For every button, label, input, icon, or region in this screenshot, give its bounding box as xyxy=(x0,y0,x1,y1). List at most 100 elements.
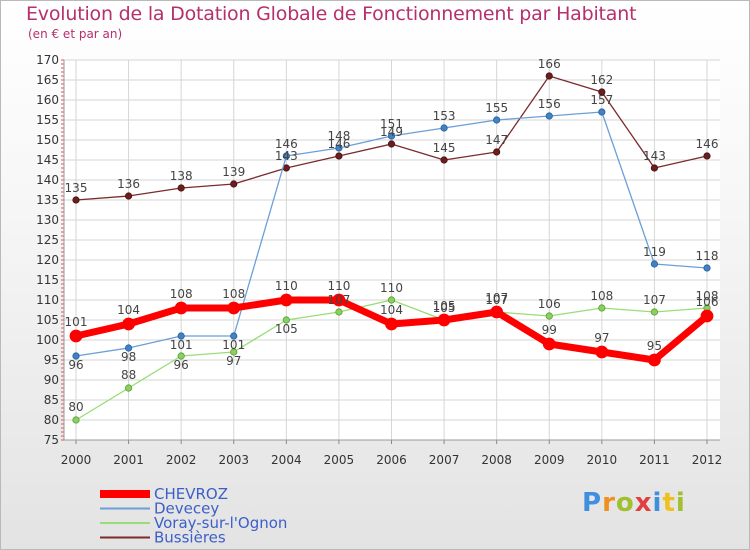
data-point-voray-sur-l-ognon xyxy=(650,308,659,316)
y-tick-label: 140 xyxy=(36,173,59,187)
data-label-devecey: 118 xyxy=(696,249,719,263)
x-tick-label: 2006 xyxy=(376,453,407,467)
data-point-chevroz xyxy=(490,305,504,319)
data-point-chevroz xyxy=(437,313,451,327)
data-point-devecey xyxy=(493,116,501,124)
data-point-devecey xyxy=(335,144,343,152)
x-tick-label: 2001 xyxy=(113,453,144,467)
data-label-bussi-res: 147 xyxy=(485,133,508,147)
data-label-devecey: 101 xyxy=(222,338,245,352)
data-point-chevroz xyxy=(279,293,293,307)
data-point-bussi-res xyxy=(124,192,133,200)
axes: 75 80 85 90 95 100 105 110 115 120 125 130 135 140 145… xyxy=(36,53,722,467)
data-label-bussi-res: 146 xyxy=(327,137,350,151)
data-point-devecey xyxy=(177,332,185,340)
data-point-voray-sur-l-ognon xyxy=(72,416,80,424)
data-label-chevroz: 108 xyxy=(170,287,193,301)
data-point-chevroz xyxy=(227,301,241,315)
data-label-voray-sur-l-ognon: 108 xyxy=(696,289,719,303)
logo-letter: i xyxy=(675,488,686,518)
data-label-devecey: 96 xyxy=(68,358,83,372)
data-point-bussi-res xyxy=(545,72,553,80)
y-tick-label: 160 xyxy=(36,93,59,107)
legend-label-bussi-res: Bussières xyxy=(154,529,226,547)
y-tick-label: 90 xyxy=(44,373,59,387)
data-label-bussi-res: 143 xyxy=(275,149,298,163)
data-label-devecey: 119 xyxy=(643,245,666,259)
x-tick-label: 2000 xyxy=(61,453,92,467)
data-point-voray-sur-l-ognon xyxy=(387,296,396,304)
data-label-voray-sur-l-ognon: 110 xyxy=(380,281,403,295)
chart-title: Evolution de la Dotation Globale de Fonc… xyxy=(26,3,637,25)
data-point-bussi-res xyxy=(230,180,238,188)
x-tick-label: 2002 xyxy=(166,453,197,467)
y-tick-label: 100 xyxy=(36,333,59,347)
data-point-voray-sur-l-ognon xyxy=(124,384,133,392)
data-label-bussi-res: 136 xyxy=(117,177,140,191)
data-label-voray-sur-l-ognon: 88 xyxy=(121,368,136,382)
data-point-bussi-res xyxy=(335,152,343,160)
y-tick-label: 120 xyxy=(36,253,59,267)
data-point-chevroz xyxy=(122,317,135,331)
data-label-bussi-res: 138 xyxy=(170,169,193,183)
chart-subtitle: (en € et par an) xyxy=(28,27,123,41)
data-label-chevroz: 108 xyxy=(222,287,245,301)
logo-letter: i xyxy=(652,488,663,518)
data-label-devecey: 156 xyxy=(538,97,561,111)
data-point-voray-sur-l-ognon xyxy=(545,312,553,320)
data-point-devecey xyxy=(282,152,290,160)
data-label-chevroz: 101 xyxy=(65,315,88,329)
y-tick-label: 130 xyxy=(36,213,59,227)
data-label-bussi-res: 139 xyxy=(222,165,245,179)
data-label-voray-sur-l-ognon: 105 xyxy=(433,301,456,315)
data-label-devecey: 155 xyxy=(485,101,508,115)
data-label-chevroz: 104 xyxy=(117,303,140,317)
data-point-devecey xyxy=(598,108,606,116)
x-tick-label: 2007 xyxy=(429,453,460,467)
logo-letter: P xyxy=(582,488,603,518)
data-label-devecey: 98 xyxy=(121,350,136,364)
data-label-bussi-res: 146 xyxy=(696,137,719,151)
data-point-voray-sur-l-ognon xyxy=(598,304,606,312)
data-point-devecey xyxy=(387,132,396,140)
data-point-bussi-res xyxy=(387,140,396,148)
data-label-voray-sur-l-ognon: 107 xyxy=(327,293,350,307)
data-label-voray-sur-l-ognon: 97 xyxy=(226,354,241,368)
y-tick-label: 150 xyxy=(36,133,59,147)
legend-label-devecey: Devecey xyxy=(154,500,219,518)
data-label-chevroz: 99 xyxy=(542,323,557,337)
data-label-bussi-res: 149 xyxy=(380,125,403,139)
data-label-devecey: 153 xyxy=(433,109,456,123)
x-tick-label: 2004 xyxy=(271,453,302,467)
logo-letter: t xyxy=(662,488,676,518)
data-label-bussi-res: 135 xyxy=(65,181,88,195)
data-point-bussi-res xyxy=(72,196,80,204)
data-point-voray-sur-l-ognon xyxy=(230,348,238,356)
data-label-devecey: 148 xyxy=(327,129,350,143)
data-label-devecey: 157 xyxy=(590,93,613,107)
data-point-bussi-res xyxy=(703,152,711,160)
data-point-chevroz xyxy=(69,329,83,343)
y-tick-label: 135 xyxy=(36,193,59,207)
x-tick-label: 2009 xyxy=(534,453,565,467)
data-label-devecey: 146 xyxy=(275,137,298,151)
data-point-chevroz xyxy=(385,317,398,331)
data-label-devecey: 151 xyxy=(380,117,403,131)
data-point-chevroz xyxy=(700,309,714,323)
data-label-chevroz: 104 xyxy=(380,303,403,317)
data-label-voray-sur-l-ognon: 107 xyxy=(485,293,508,307)
x-tick-label: 2003 xyxy=(218,453,249,467)
y-tick-label: 105 xyxy=(36,313,59,327)
data-point-devecey xyxy=(124,344,133,352)
data-point-chevroz xyxy=(332,293,346,307)
data-point-devecey xyxy=(703,264,711,272)
data-label-bussi-res: 143 xyxy=(643,149,666,163)
legend-label-voray-sur-l-ognon: Voray-sur-l'Ognon xyxy=(154,514,287,532)
logo-letter: x xyxy=(634,488,653,518)
logo-letter: r xyxy=(602,488,616,518)
data-point-bussi-res xyxy=(177,184,185,192)
series xyxy=(69,72,714,424)
data-label-voray-sur-l-ognon: 96 xyxy=(174,358,189,372)
